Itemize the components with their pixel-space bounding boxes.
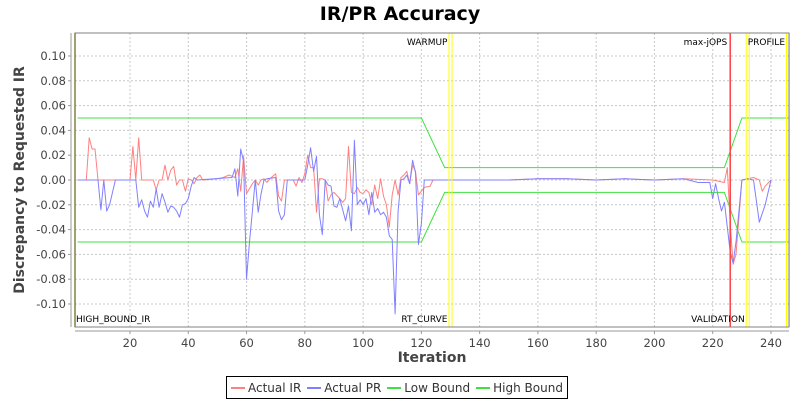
marker-label-rt-curve: RT_CURVE	[401, 315, 447, 325]
legend-swatch	[476, 386, 491, 389]
marker-label-max-jops: max-jOPS	[684, 38, 728, 48]
legend-label: Actual IR	[248, 380, 302, 395]
marker-label-high-bound-ir: HIGH_BOUND_IR	[76, 315, 150, 325]
series-low-bound	[77, 191, 789, 243]
x-axis-label: Iteration	[397, 350, 467, 366]
y-tick-label: -0.04	[36, 223, 66, 237]
legend: Actual IR Actual PR Low Bound High Bound	[226, 376, 568, 399]
y-tick-label: 0.06	[40, 99, 66, 113]
y-tick-label: 0.10	[40, 49, 66, 63]
x-tick-label: 180	[585, 336, 607, 350]
legend-label: High Bound	[493, 380, 563, 395]
y-tick-label: -0.10	[36, 297, 66, 311]
legend-item-actual-pr: Actual PR	[307, 381, 381, 395]
x-tick-label: 120	[410, 336, 432, 350]
x-tick-label: 220	[702, 336, 724, 350]
x-tick-label: 240	[760, 336, 782, 350]
y-tick-label: -0.02	[36, 198, 66, 212]
legend-item-low-bound: Low Bound	[387, 381, 470, 395]
x-tick-label: 160	[527, 336, 549, 350]
y-tick-label: -0.06	[36, 247, 66, 261]
marker-label-warmup: WARMUP	[407, 38, 448, 48]
x-tick-label: 200	[643, 336, 665, 350]
y-tick-label: 0.04	[40, 123, 66, 137]
marker-label-profile: PROFILE	[748, 38, 786, 48]
x-tick-label: 20	[123, 336, 138, 350]
series-actual-pr	[77, 139, 772, 315]
chart-title: IR/PR Accuracy	[319, 3, 481, 25]
legend-label: Low Bound	[404, 380, 471, 395]
legend-label: Actual PR	[324, 380, 382, 395]
legend-swatch	[231, 386, 245, 389]
x-tick-label: 60	[239, 336, 254, 350]
legend-swatch	[387, 386, 402, 389]
y-tick-label: 0.08	[40, 74, 66, 88]
legend-item-actual-ir: Actual IR	[231, 381, 301, 395]
legend-swatch	[307, 386, 322, 389]
x-tick-label: 100	[352, 336, 374, 350]
marker-label-validation: VALIDATION	[691, 315, 745, 325]
x-tick-label: 40	[181, 336, 196, 350]
x-tick-label: 140	[469, 336, 491, 350]
y-tick-label: -0.08	[36, 272, 66, 286]
x-tick-label: 80	[297, 336, 312, 350]
legend-item-high-bound: High Bound	[476, 381, 563, 395]
y-tick-label: 0.02	[40, 148, 66, 162]
y-tick-label: 0.00	[40, 173, 66, 187]
